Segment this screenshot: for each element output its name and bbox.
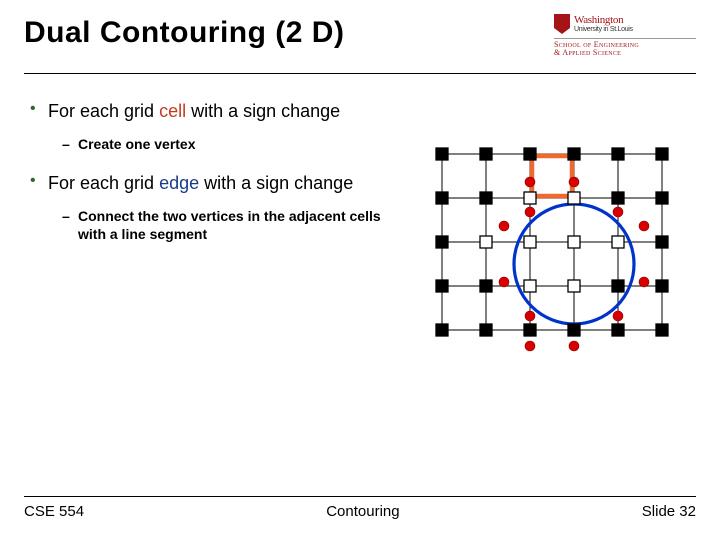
university-logo: Washington University in St.Louis School… <box>554 14 696 58</box>
footer: CSE 554 Contouring Slide 32 <box>24 496 696 520</box>
b2-prefix: For each grid <box>48 173 159 193</box>
b1-prefix: For each grid <box>48 101 159 121</box>
b1-suffix: with a sign change <box>186 101 340 121</box>
footer-left: CSE 554 <box>24 503 84 520</box>
bullet-1: For each grid cell with a sign change Cr… <box>24 100 394 154</box>
b2-sub: Connect the two vertices in the adjacent… <box>48 207 394 243</box>
bullet-2: For each grid edge with a sign change Co… <box>24 172 394 244</box>
footer-right: Slide 32 <box>642 503 696 520</box>
footer-center: Contouring <box>326 503 399 520</box>
b1-sub: Create one vertex <box>48 135 394 153</box>
header: Dual Contouring (2 D) Washington Univers… <box>24 16 696 74</box>
b2-suffix: with a sign change <box>199 173 353 193</box>
logo-university: Washington <box>574 15 633 27</box>
b2-mid: edge <box>159 173 199 193</box>
shield-icon <box>554 14 570 34</box>
grid-diagram <box>420 132 688 362</box>
b1-mid: cell <box>159 101 186 121</box>
logo-school-2: & Applied Science <box>554 49 696 57</box>
logo-sub: University in St.Louis <box>574 26 633 33</box>
